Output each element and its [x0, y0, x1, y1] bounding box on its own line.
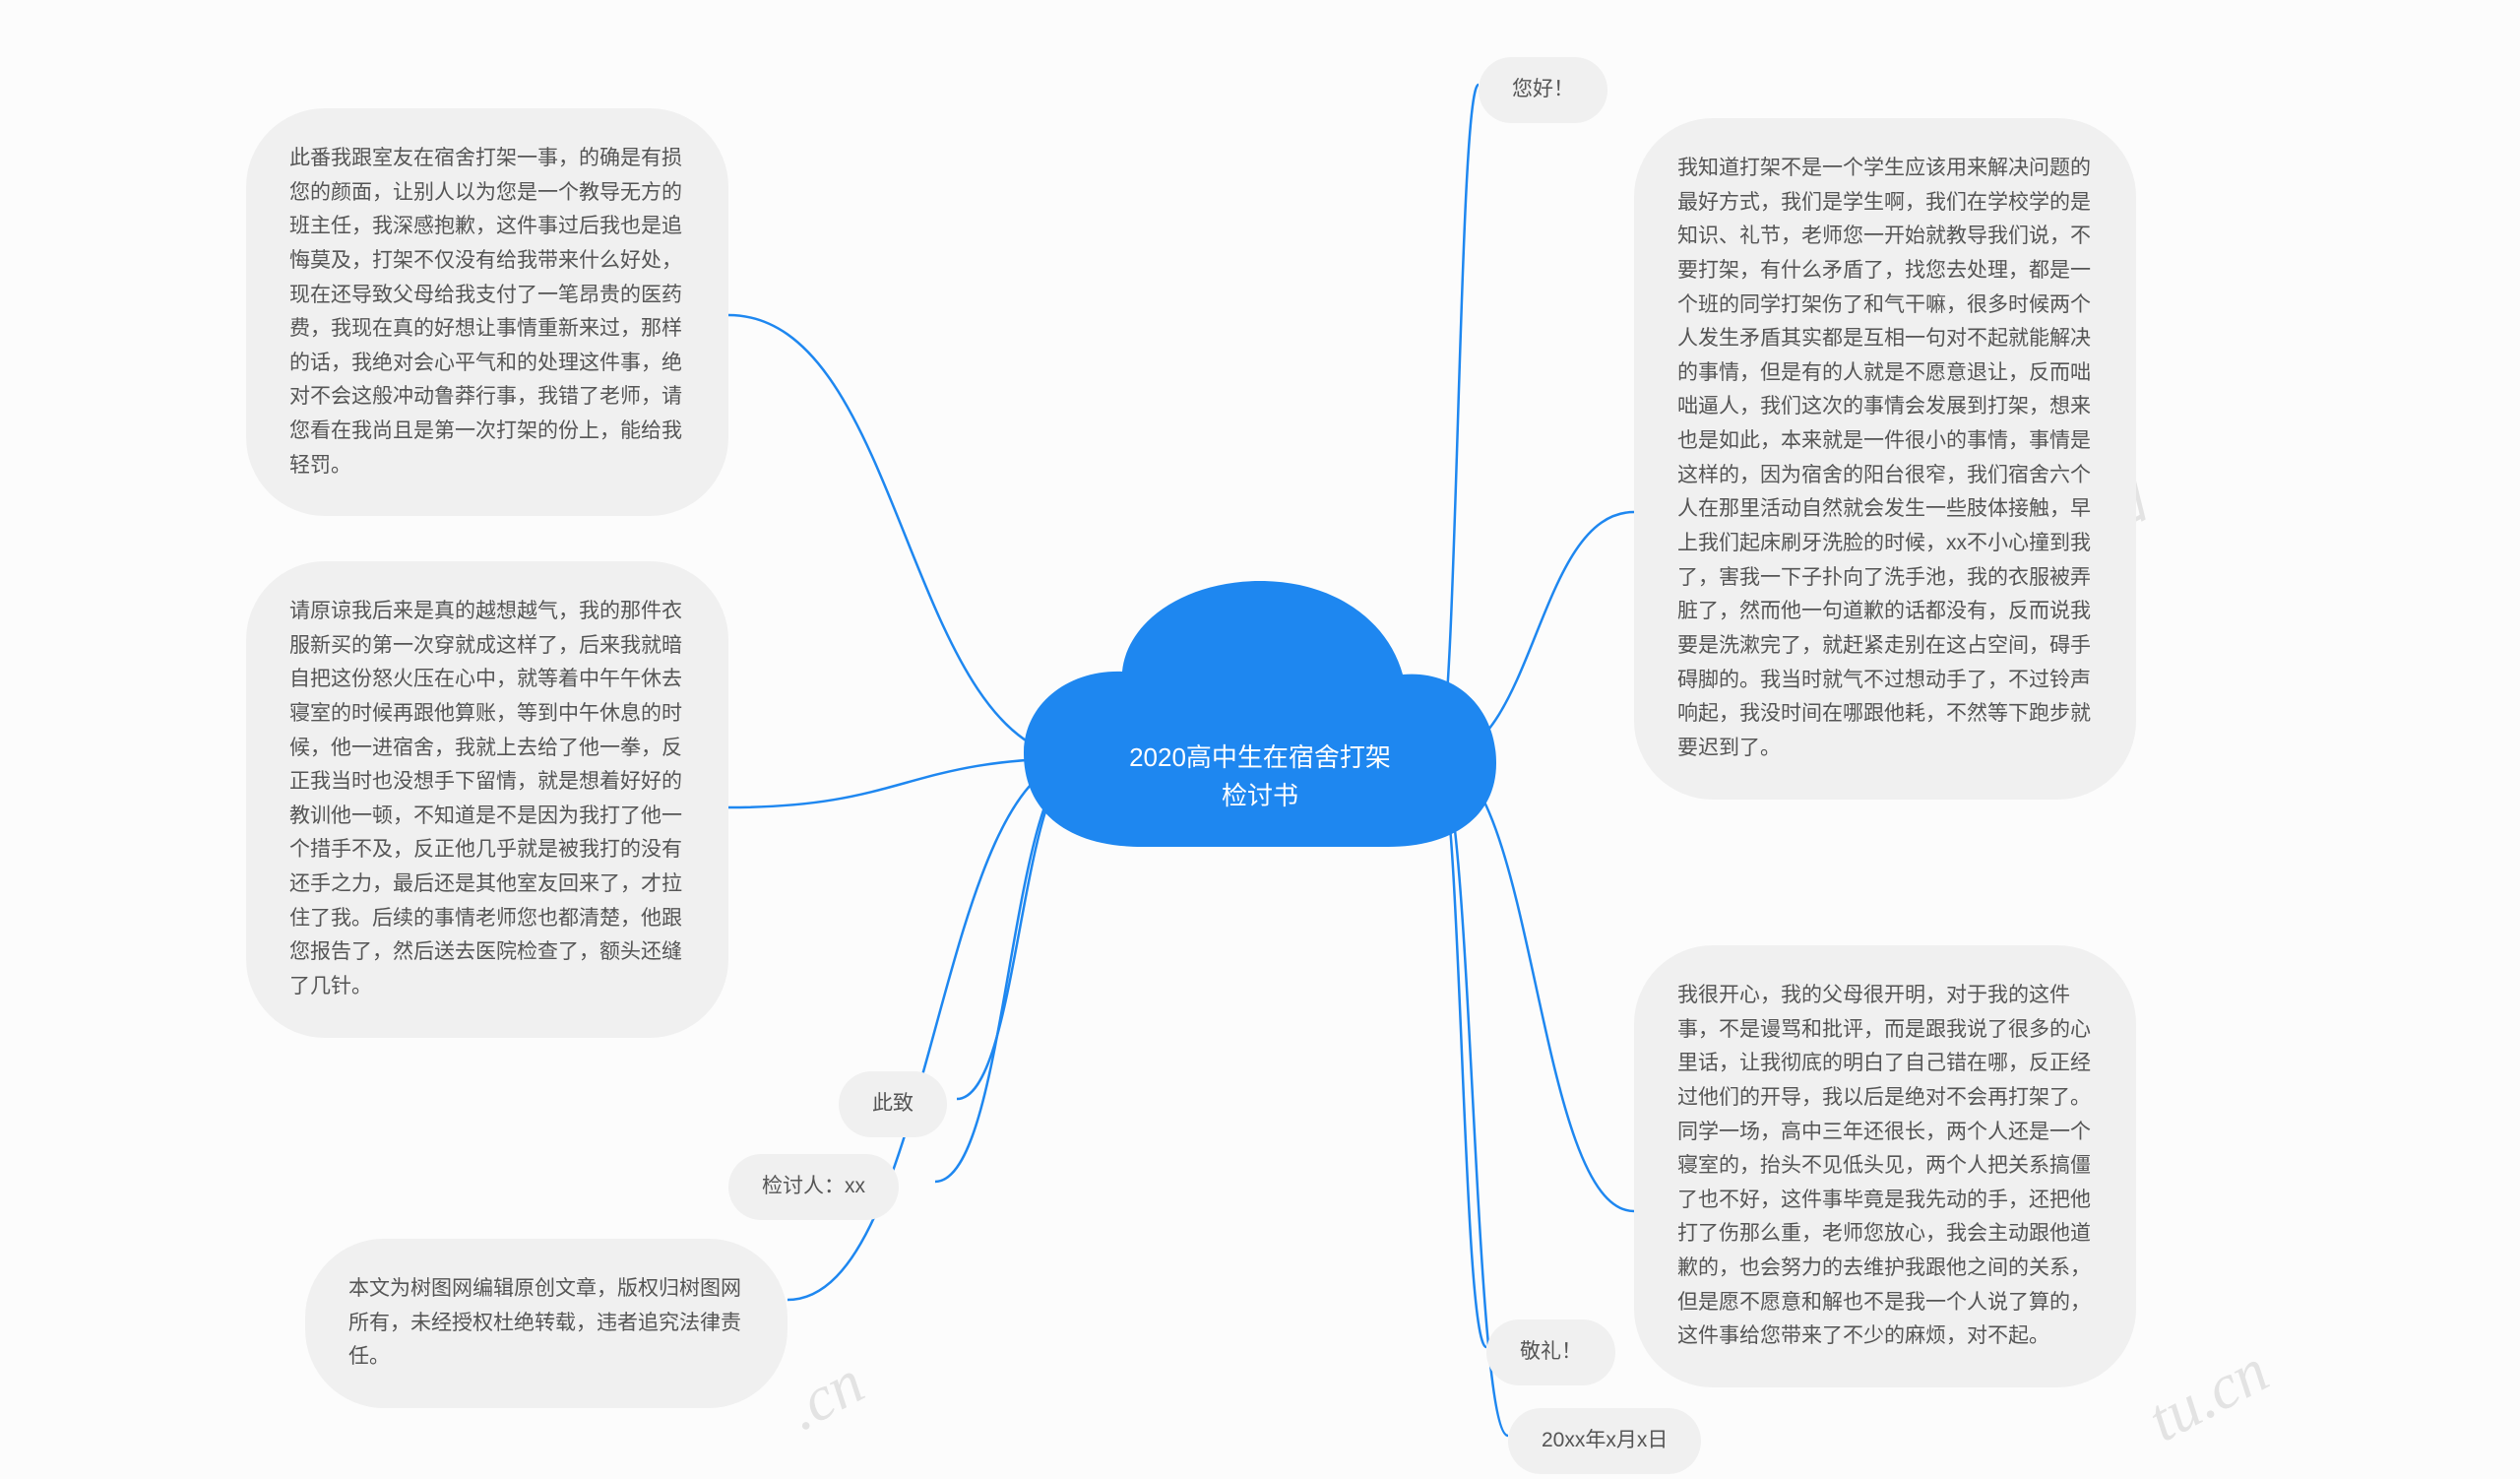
- center-node[interactable]: 2020高中生在宿舍打架检讨书: [1014, 571, 1506, 896]
- node-l5[interactable]: 本文为树图网编辑原创文章，版权归树图网所有，未经授权杜绝转载，违者追究法律责任。: [305, 1239, 788, 1408]
- node-r5[interactable]: 20xx年x月x日: [1508, 1408, 1701, 1474]
- node-l2[interactable]: 请原谅我后来是真的越想越气，我的那件衣服新买的第一次穿就成这样了，后来我就暗自把…: [246, 561, 728, 1038]
- node-r3[interactable]: 我很开心，我的父母很开明，对于我的这件事，不是谩骂和批评，而是跟我说了很多的心里…: [1634, 945, 2136, 1387]
- node-r4[interactable]: 敬礼！: [1486, 1319, 1615, 1385]
- node-r1[interactable]: 您好！: [1479, 57, 1607, 123]
- node-l1[interactable]: 此番我跟室友在宿舍打架一事，的确是有损您的颜面，让别人以为您是一个教导无方的班主…: [246, 108, 728, 516]
- watermark: .cn: [775, 1345, 875, 1445]
- node-l4[interactable]: 检讨人：xx: [728, 1154, 899, 1220]
- watermark: tu.cn: [2136, 1334, 2280, 1457]
- node-l3[interactable]: 此致: [839, 1071, 947, 1137]
- center-label: 2020高中生在宿舍打架检讨书: [1014, 739, 1506, 815]
- node-r2[interactable]: 我知道打架不是一个学生应该用来解决问题的最好方式，我们是学生啊，我们在学校学的是…: [1634, 118, 2136, 800]
